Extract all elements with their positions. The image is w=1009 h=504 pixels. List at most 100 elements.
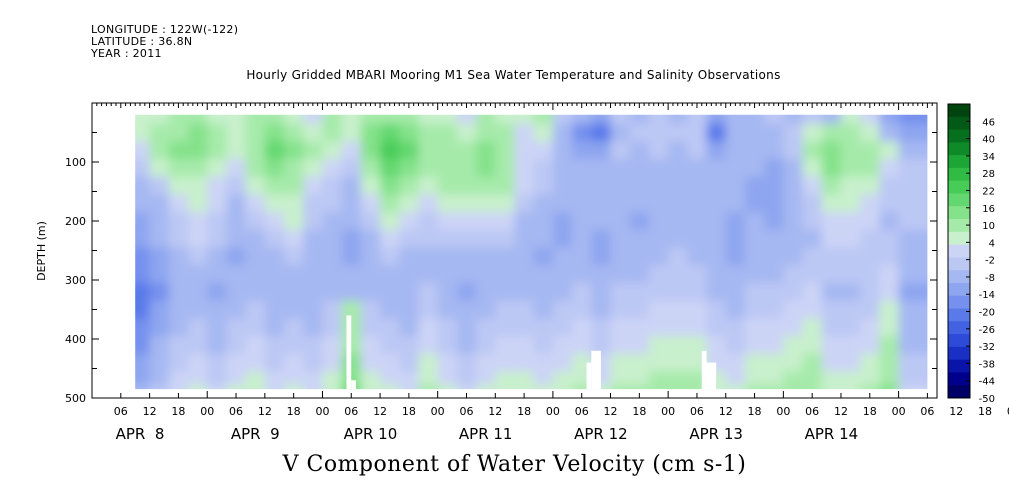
- colorbar-swatch: [948, 321, 970, 335]
- heatmap-cell: [572, 229, 593, 249]
- heatmap-cell: [629, 300, 650, 320]
- heatmap-cell: [188, 371, 209, 386]
- x-tick-label: 18: [748, 405, 762, 418]
- heatmap-cell: [764, 123, 785, 143]
- heatmap-cell: [514, 114, 535, 125]
- heatmap-cell: [168, 141, 190, 161]
- heatmap-cell: [168, 247, 190, 267]
- heatmap-cell: [188, 384, 209, 390]
- heatmap-cell: [821, 300, 842, 320]
- heatmap-cell: [514, 318, 535, 338]
- heatmap-cell: [552, 123, 574, 143]
- heatmap-cell: [744, 247, 766, 267]
- heatmap-cell: [322, 300, 343, 320]
- heatmap-cell: [264, 176, 286, 196]
- heatmap-cell: [533, 282, 554, 302]
- heatmap-cell: [226, 159, 247, 178]
- heatmap-cell: [764, 353, 785, 373]
- heatmap-cell: [226, 384, 247, 390]
- heatmap-cell: [399, 384, 420, 390]
- heatmap-cell: [648, 384, 670, 390]
- heatmap-cell: [840, 229, 862, 249]
- heatmap-cell: [399, 123, 420, 143]
- heatmap-cell: [437, 265, 458, 284]
- heatmap-cell: [879, 247, 900, 267]
- x-tick-label: 12: [604, 405, 618, 418]
- heatmap-cell: [135, 265, 151, 284]
- heatmap-cell: [533, 141, 554, 161]
- heatmap-cell: [380, 300, 401, 320]
- heatmap-cell: [840, 384, 862, 390]
- heatmap-cell: [840, 353, 862, 373]
- heatmap-cell: [725, 265, 746, 284]
- heatmap-cell: [188, 229, 209, 249]
- heatmap-cell: [552, 159, 574, 178]
- heatmap-cell: [744, 336, 766, 355]
- heatmap-cell: [725, 123, 746, 143]
- heatmap-cell: [168, 123, 190, 143]
- heatmap-cell: [764, 114, 785, 125]
- heatmap-cell: [840, 371, 862, 386]
- x-tick-label: 06: [114, 405, 128, 418]
- heatmap-cell: [648, 318, 670, 338]
- heatmap-cell: [168, 384, 190, 390]
- colorbar-label: -26: [979, 325, 995, 336]
- heatmap-cell: [668, 300, 689, 320]
- heatmap-cell: [149, 371, 170, 386]
- heatmap-cell: [764, 212, 785, 231]
- heatmap-cell: [135, 318, 151, 338]
- x-tick-label: 12: [949, 405, 963, 418]
- heatmap-cell: [802, 229, 823, 249]
- heatmap-cell: [495, 336, 516, 355]
- heatmap-cell: [629, 353, 650, 373]
- heatmap-cell: [168, 194, 190, 214]
- heatmap-cell: [303, 265, 324, 284]
- heatmap-cell: [380, 176, 401, 196]
- heatmap-cell: [821, 318, 842, 338]
- heatmap-cell: [860, 265, 881, 284]
- x-day-label: APR 10: [344, 425, 398, 443]
- colorbar: 46 40 34 28 22 16 10 4 -2 -8 -14 -20 -26 -32 -38 -44 -50: [947, 103, 995, 405]
- heatmap-cell: [898, 384, 928, 390]
- heatmap-cell: [687, 265, 708, 284]
- heatmap-cell: [168, 371, 190, 386]
- heatmap-cell: [821, 123, 842, 143]
- heatmap-cell: [495, 123, 516, 143]
- heatmap-cell: [572, 114, 593, 125]
- x-tick-label: 12: [834, 405, 848, 418]
- heatmap-cell: [629, 176, 650, 196]
- heatmap-cell: [135, 123, 151, 143]
- heatmap-cell: [135, 353, 151, 373]
- heatmap-cell: [706, 318, 727, 338]
- heatmap-cell: [341, 282, 362, 302]
- heatmap-cell: [245, 371, 266, 386]
- heatmap-cell: [744, 371, 766, 386]
- heatmap-cell: [821, 229, 842, 249]
- heatmap-cell: [360, 212, 382, 231]
- heatmap-cell: [226, 371, 247, 386]
- heatmap-cell: [476, 353, 497, 373]
- heatmap-cell: [668, 114, 689, 125]
- heatmap-cell: [783, 229, 804, 249]
- heatmap-cell: [764, 229, 785, 249]
- heatmap-cell: [860, 212, 881, 231]
- heatmap-cell: [610, 114, 631, 125]
- heatmap-cell: [840, 300, 862, 320]
- heatmap-cell: [360, 141, 382, 161]
- heatmap-cell: [629, 318, 650, 338]
- x-day-label: APR 13: [689, 425, 743, 443]
- x-tick-label: 12: [258, 405, 272, 418]
- heatmap-cell: [360, 336, 382, 355]
- heatmap-cell: [687, 159, 708, 178]
- heatmap-cell: [898, 247, 928, 267]
- x-tick-label: 00: [315, 405, 329, 418]
- heatmap-cell: [629, 336, 650, 355]
- heatmap-cell: [840, 176, 862, 196]
- heatmap-cell: [149, 265, 170, 284]
- colorbar-swatch: [948, 385, 970, 399]
- heatmap-cell: [360, 114, 382, 125]
- heatmap-cell: [783, 159, 804, 178]
- heatmap-cell: [188, 318, 209, 338]
- heatmap-cell: [264, 194, 286, 214]
- heatmap-cell: [706, 159, 727, 178]
